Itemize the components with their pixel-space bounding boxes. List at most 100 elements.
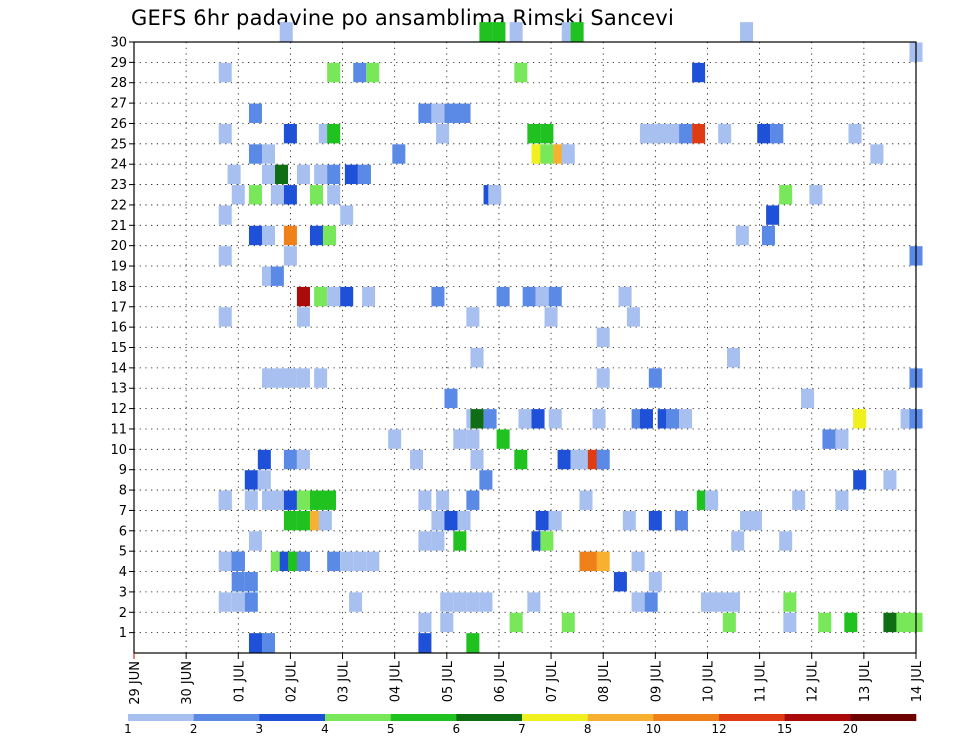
data-cell <box>718 123 732 144</box>
data-cell <box>700 592 714 612</box>
data-cell <box>483 409 497 429</box>
data-cell <box>848 123 862 144</box>
colorbar-segment <box>850 714 917 721</box>
data-cell <box>431 531 445 551</box>
colorbar-label: 6 <box>453 722 461 736</box>
data-cell <box>783 592 797 612</box>
data-cell <box>261 225 276 246</box>
colorbar-segment <box>587 714 654 721</box>
data-cell <box>244 490 258 510</box>
data-cell <box>844 612 858 633</box>
x-tick-label: 13 JUL <box>858 660 873 702</box>
data-cell <box>340 205 354 225</box>
data-cell <box>883 612 897 633</box>
data-cell <box>557 449 571 470</box>
y-tick-label: 26 <box>110 117 127 132</box>
data-cell <box>548 510 562 531</box>
data-cell <box>666 409 680 429</box>
data-cell <box>631 551 645 572</box>
x-tick-label: 10 JUL <box>701 660 716 702</box>
x-tick-label: 30 JUN <box>180 661 195 705</box>
data-cell <box>822 429 836 449</box>
x-tick-label: 01 JUL <box>232 660 247 702</box>
data-cell <box>740 22 754 42</box>
colorbar-legend: 1 2 3 4 5 6 7 8 10 12 15 20 <box>124 714 917 736</box>
data-cell <box>248 633 262 653</box>
y-tick-label: 13 <box>110 382 127 397</box>
y-tick-label: 15 <box>110 341 127 356</box>
colorbar-label: 8 <box>584 722 592 736</box>
x-tick-label: 05 JUL <box>441 660 456 702</box>
data-cell <box>648 510 662 531</box>
data-cell <box>731 531 745 551</box>
data-cell <box>440 592 454 612</box>
colorbar-segment <box>784 714 851 721</box>
colorbar-label: 15 <box>777 722 792 736</box>
data-cell <box>283 490 297 510</box>
data-cells <box>218 22 923 653</box>
data-cell <box>470 449 484 470</box>
data-cell <box>779 185 793 205</box>
data-cell <box>392 144 406 164</box>
x-tick-label: 08 JUL <box>597 660 612 702</box>
data-cell <box>436 490 450 510</box>
data-cell <box>296 449 310 470</box>
x-tick-label: 14 JUL <box>910 660 925 702</box>
y-tick-label: 18 <box>110 280 127 295</box>
x-tick-label: 04 JUL <box>389 660 404 702</box>
y-tick-label: 10 <box>110 443 127 458</box>
x-tick-label: 11 JUL <box>754 660 769 702</box>
data-cell <box>766 205 780 225</box>
y-tick-label: 11 <box>110 422 127 437</box>
data-cell <box>479 22 493 42</box>
data-cell <box>783 612 797 633</box>
data-cell <box>666 123 680 144</box>
data-cell <box>644 592 658 612</box>
data-cell <box>218 246 232 266</box>
colorbar-segment <box>456 714 523 721</box>
data-cell <box>314 286 328 307</box>
data-cell <box>579 551 593 572</box>
data-cell <box>410 449 424 470</box>
data-cell <box>309 225 323 246</box>
data-cell <box>596 327 610 347</box>
data-cell <box>801 388 815 409</box>
data-cell <box>453 592 467 612</box>
data-cell <box>631 592 645 612</box>
data-cell <box>248 103 262 123</box>
data-cell <box>540 531 554 551</box>
y-tick-label: 22 <box>110 198 127 213</box>
data-cell <box>466 490 480 510</box>
data-cell <box>283 510 297 531</box>
data-cell <box>770 123 784 144</box>
data-cell <box>231 592 245 612</box>
data-cell <box>570 22 584 42</box>
y-tick-label: 3 <box>119 585 127 600</box>
data-cell <box>309 185 323 205</box>
y-tick-label: 1 <box>119 626 127 641</box>
data-cell <box>509 612 523 633</box>
data-cell <box>748 510 762 531</box>
data-cell <box>466 633 480 653</box>
x-tick-label: 09 JUL <box>649 660 664 702</box>
data-cell <box>535 510 549 531</box>
data-cell <box>735 225 749 246</box>
colorbar-label: 2 <box>190 722 198 736</box>
data-cell <box>353 551 367 572</box>
data-cell <box>418 490 432 510</box>
y-tick-label: 25 <box>110 137 127 152</box>
data-cell <box>470 348 484 368</box>
data-cell <box>283 449 297 470</box>
data-cell <box>357 164 371 185</box>
data-cell <box>314 368 328 388</box>
y-tick-label: 7 <box>119 504 127 519</box>
data-cell <box>283 123 297 144</box>
colorbar-label: 5 <box>387 722 395 736</box>
data-cell <box>792 490 806 510</box>
y-tick-label: 5 <box>119 545 127 560</box>
data-cell <box>431 103 445 123</box>
data-cell <box>275 164 289 185</box>
data-cell <box>218 205 232 225</box>
data-cell <box>327 164 341 185</box>
